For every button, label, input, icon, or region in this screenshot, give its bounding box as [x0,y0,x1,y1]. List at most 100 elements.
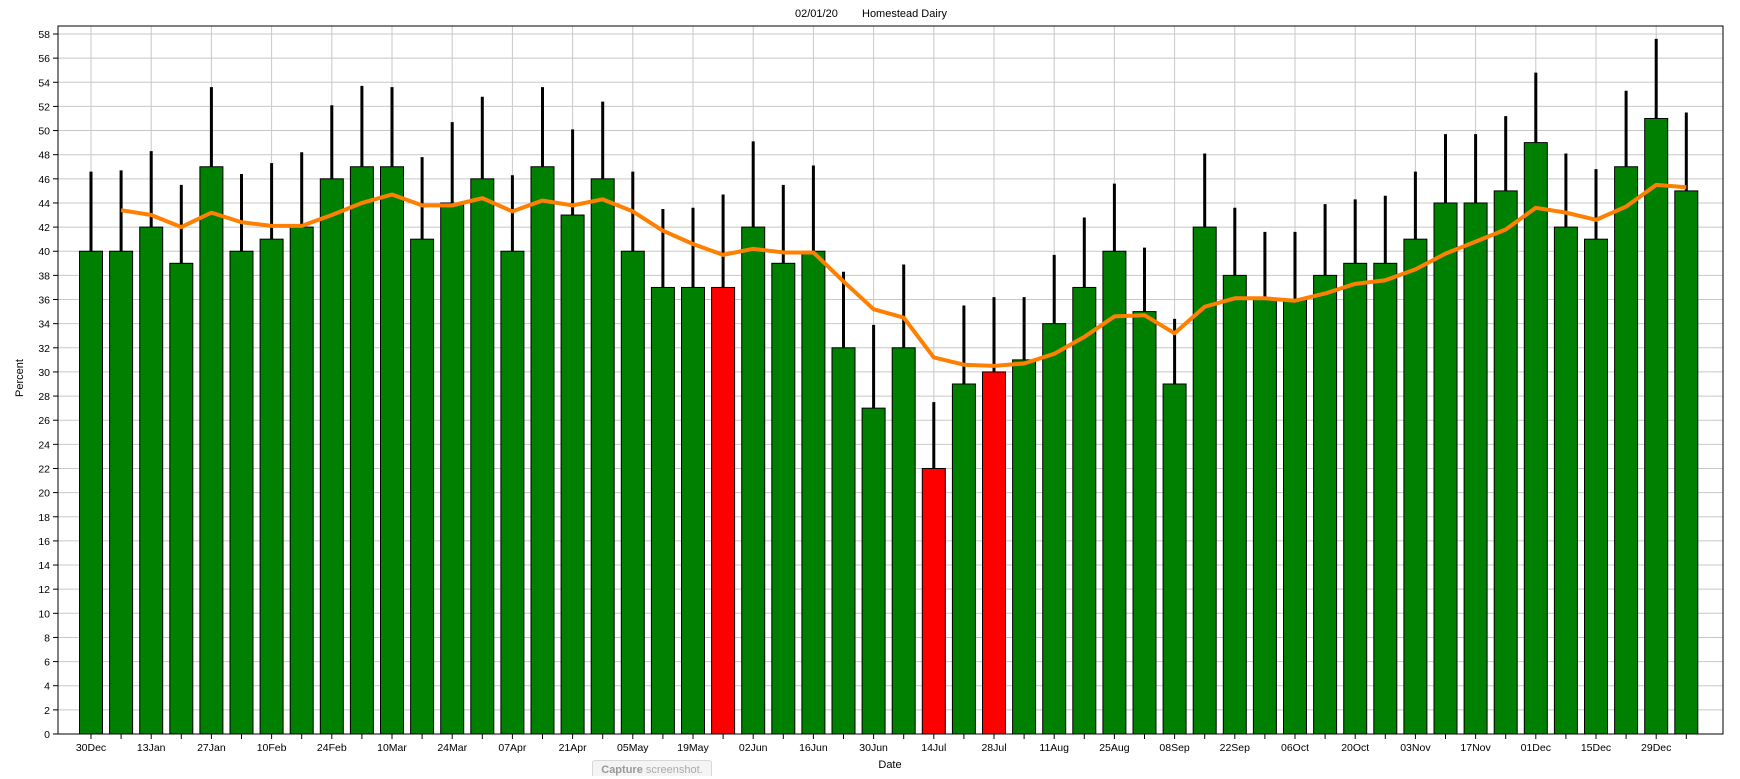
bar [259,238,284,735]
bar [1373,262,1398,735]
bar [1403,238,1428,735]
chart-date-label: 02/01/20 [795,8,838,20]
y-axis-label: Percent [14,359,26,397]
x-tick-label: 30Jun [859,742,888,754]
y-tick-label: 6 [44,657,50,669]
bar [921,467,946,735]
y-tick-label: 40 [38,246,50,258]
bar [861,407,886,735]
x-tick-label: 20Oct [1341,742,1369,754]
bar [500,250,525,735]
y-tick-label: 0 [44,729,50,741]
y-tick-label: 36 [38,295,50,307]
x-tick-label: 10Mar [377,742,407,754]
x-tick-label: 24Feb [317,742,347,754]
bar [1222,274,1247,735]
capture-tab-bold: Capture [601,764,643,776]
y-tick-label: 58 [38,29,50,41]
bar [801,250,826,735]
x-tick-label: 08Sep [1159,742,1190,754]
y-tick-label: 16 [38,536,50,548]
bar [741,226,766,735]
x-tick-label: 21Apr [559,742,588,754]
capture-screenshot-tab[interactable]: Capture screenshot. [592,760,712,776]
y-tick-label: 50 [38,126,50,138]
bar [229,250,254,735]
bar [831,347,856,735]
bar [650,286,675,735]
y-tick-label: 32 [38,343,50,355]
x-tick-label: 30Dec [76,742,106,754]
bar [681,286,705,735]
x-tick-label: 14Jul [921,742,946,754]
bar [1493,190,1518,735]
bar [982,371,1006,735]
bar [1132,311,1157,735]
x-tick-label: 10Feb [257,742,287,754]
bar [1433,202,1458,735]
y-tick-label: 28 [38,391,50,403]
y-tick-label: 14 [38,560,50,572]
x-tick-label: 15Dec [1581,742,1611,754]
y-tick-label: 56 [38,53,50,65]
bar [711,286,736,735]
y-tick-label: 30 [38,367,50,379]
bar [1042,323,1067,735]
y-tick-label: 12 [38,584,50,596]
bar [470,178,495,735]
x-tick-label: 25Aug [1099,742,1130,754]
y-axis-ticks: 0246810121416182022242628303234363840424… [38,29,58,741]
axes [57,25,1724,735]
bar [590,178,615,735]
y-tick-label: 38 [38,270,50,282]
bar [199,166,224,735]
bar [349,166,374,735]
x-tick-label: 02Jun [739,742,768,754]
chart-farm-label: Homestead Dairy [862,8,947,20]
x-tick-label: 28Jul [981,742,1006,754]
bar [79,250,103,735]
y-tick-label: 34 [38,319,50,331]
bar [139,226,164,735]
bar [440,202,465,735]
bar [1614,166,1639,735]
bar [891,347,916,735]
x-tick-label: 03Nov [1400,742,1431,754]
y-tick-label: 4 [44,681,50,693]
y-tick-label: 26 [38,415,50,427]
bar-series [79,117,1699,735]
x-axis-ticks: 30Dec 13Jan 27Jan 10Feb 24Feb 10Mar 24Mar 07Apr… [76,734,1687,754]
bar [1553,226,1578,735]
x-tick-label: 17Nov [1460,742,1491,754]
x-tick-label: 05May [617,742,649,754]
capture-tab-rest: screenshot. [645,764,703,776]
x-tick-label: 19May [677,742,709,754]
trend-line [120,182,1687,368]
x-tick-label: 22Sep [1220,742,1251,754]
y-tick-label: 24 [38,439,50,451]
bar [1644,117,1669,735]
bar [620,250,645,735]
x-tick-label: 01Dec [1521,742,1551,754]
y-tick-label: 52 [38,101,50,113]
bar [1343,262,1368,735]
x-tick-label: 24Mar [437,742,467,754]
bar [1072,286,1097,735]
x-tick-label: 16Jun [799,742,828,754]
bar [1162,383,1187,735]
y-tick-label: 48 [38,150,50,162]
bar [771,262,796,735]
x-tick-label: 06Oct [1281,742,1309,754]
y-tick-label: 18 [38,512,50,524]
bar [289,226,314,735]
y-tick-label: 54 [38,77,50,89]
bar [169,262,194,735]
x-tick-label: 07Apr [498,742,527,754]
y-tick-label: 22 [38,463,50,475]
x-tick-label: 27Jan [197,742,226,754]
y-tick-label: 20 [38,488,50,500]
bar [410,238,435,735]
y-tick-label: 46 [38,174,50,186]
bar [1012,359,1037,735]
